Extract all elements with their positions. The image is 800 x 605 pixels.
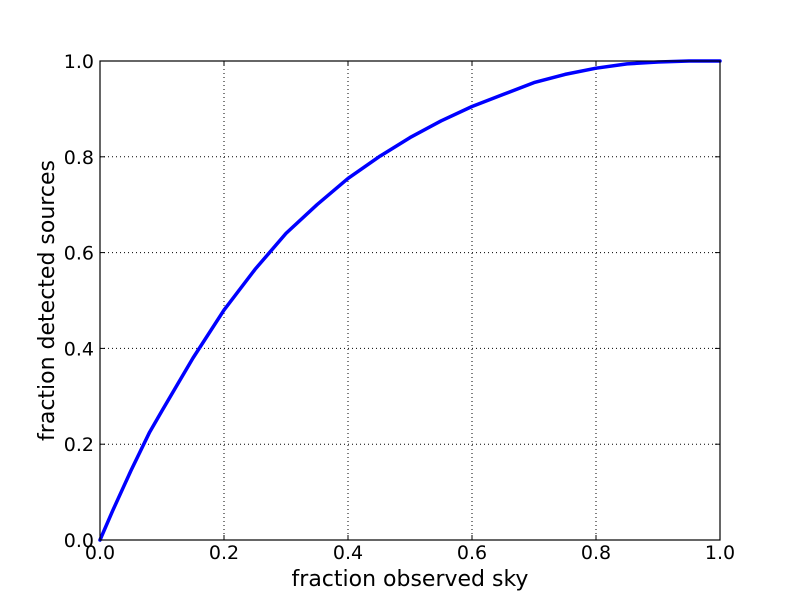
x-axis-label: fraction observed sky — [292, 567, 529, 592]
ticks: 0.0 0.2 0.4 0.6 0.8 1.0 0.0 0.2 0.4 0.6 0.8 1.0 — [64, 51, 735, 564]
x-tick-label: 0.0 — [85, 542, 115, 564]
grid — [100, 61, 720, 540]
plot-area-frame — [99, 60, 721, 541]
series-layer — [98, 59, 722, 542]
x-tick-label: 0.2 — [209, 542, 239, 564]
y-tick-label: 1.0 — [64, 51, 94, 73]
y-tick-label: 0.4 — [64, 338, 94, 360]
y-tick-label: 0.6 — [64, 243, 94, 265]
x-tick-label: 0.6 — [457, 542, 487, 564]
series-line — [98, 59, 722, 542]
x-tick-label: 0.8 — [581, 542, 611, 564]
y-tick-label: 0.8 — [64, 147, 94, 169]
y-axis-label: fraction detected sources — [35, 160, 60, 441]
y-tick-label: 0.0 — [64, 530, 94, 552]
y-tick-label: 0.2 — [64, 434, 94, 456]
x-tick-label: 0.4 — [333, 542, 363, 564]
x-tick-label: 1.0 — [705, 542, 735, 564]
